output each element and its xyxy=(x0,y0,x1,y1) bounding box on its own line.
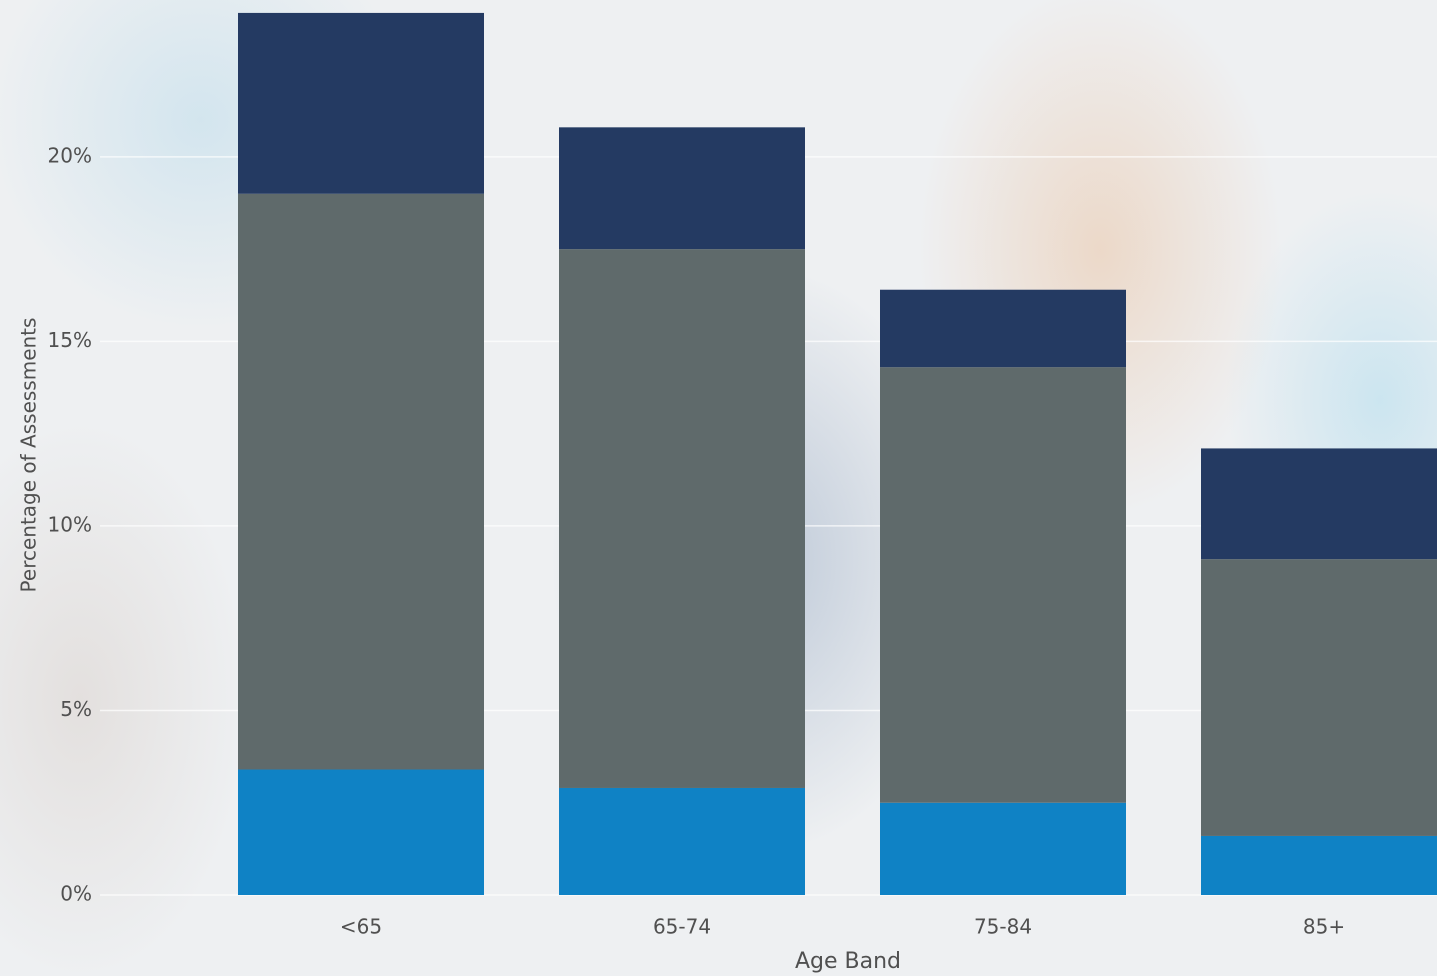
bar-segment xyxy=(559,127,805,250)
bar-segment xyxy=(1201,448,1437,560)
x-tick-label: 65-74 xyxy=(653,915,711,939)
bar-segment xyxy=(880,289,1126,368)
y-tick-label: 20% xyxy=(48,143,92,167)
x-axis-label: Age Band xyxy=(795,949,901,974)
x-tick-label: 75-84 xyxy=(974,915,1032,939)
x-tick-label: 85+ xyxy=(1303,915,1345,939)
bar-segment xyxy=(880,802,1126,895)
bar-segment xyxy=(238,193,484,770)
y-tick-label: 0% xyxy=(60,882,92,906)
bar-segment xyxy=(559,787,805,895)
bar-segment xyxy=(559,249,805,788)
x-tick-label: <65 xyxy=(340,915,382,939)
bar-segment xyxy=(1201,835,1437,895)
bar-segment xyxy=(1201,559,1437,836)
bar-segment xyxy=(238,769,484,895)
y-tick-label: 15% xyxy=(48,328,92,352)
bar-segment xyxy=(880,367,1126,803)
y-axis-label: Percentage of Assessments xyxy=(17,318,41,593)
bar-segment xyxy=(238,12,484,194)
y-tick-label: 5% xyxy=(60,697,92,721)
y-tick-label: 10% xyxy=(48,512,92,536)
